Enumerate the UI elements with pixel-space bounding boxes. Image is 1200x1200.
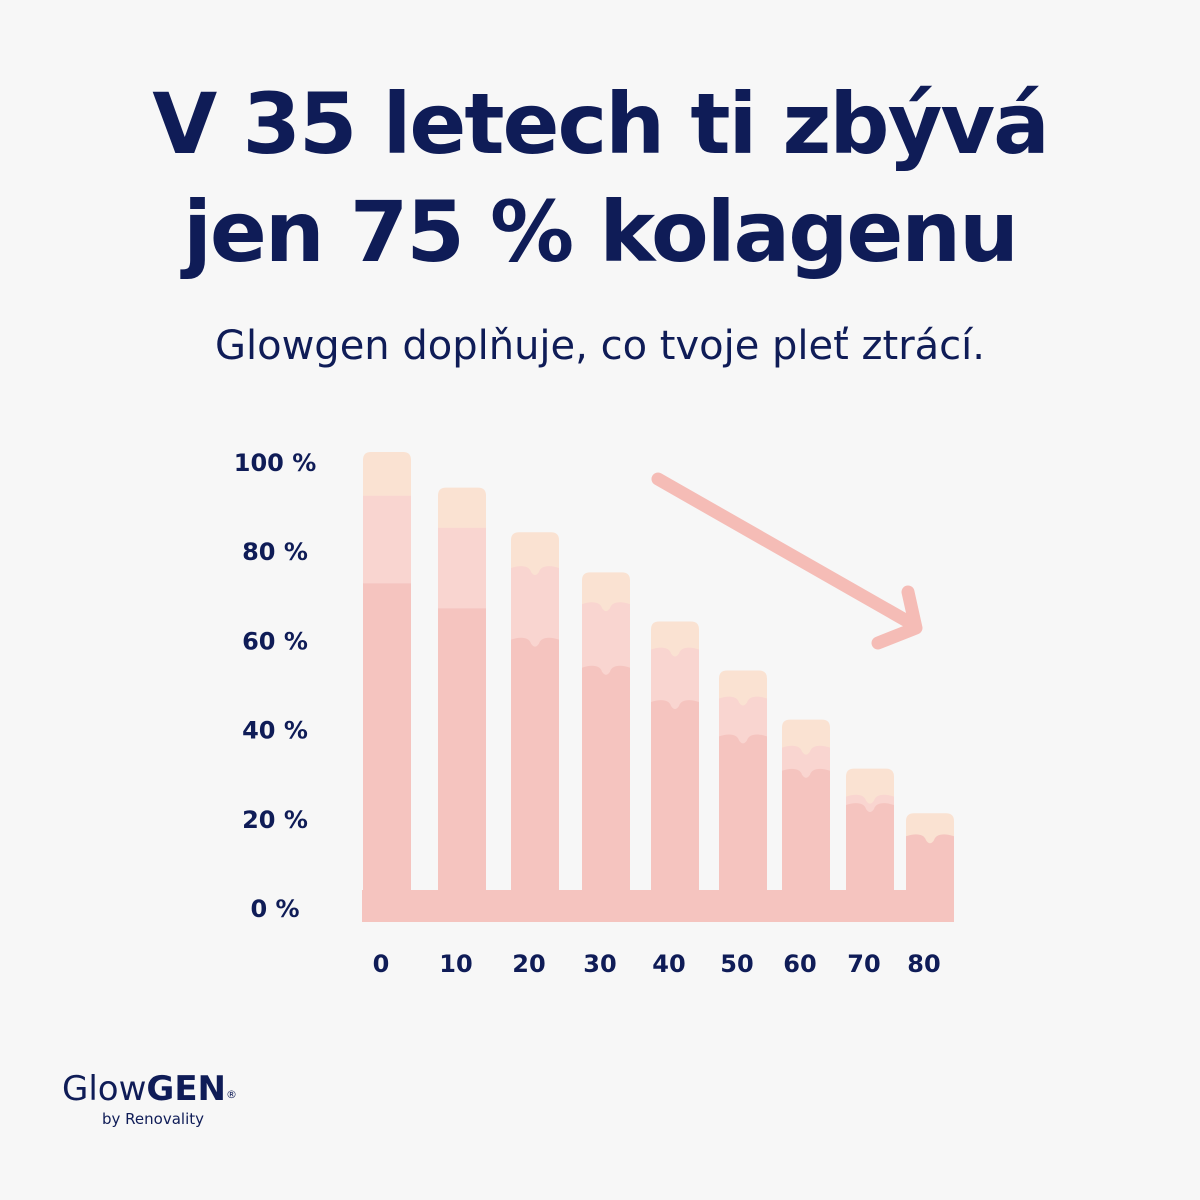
x-tick-label: 30 [583,950,616,978]
brand-name-bold: GEN [146,1069,226,1109]
bar [719,670,767,922]
brand-name-light: Glow [62,1069,147,1109]
x-tick-label: 60 [783,950,816,978]
x-tick-label: 40 [652,950,685,978]
bar [363,452,411,922]
y-tick-label: 40 % [242,717,308,745]
brand-byline: by Renovality [102,1110,204,1128]
brand-name: GlowGEN® [62,1068,237,1110]
bar [906,813,954,922]
x-tick-label: 0 [373,950,390,978]
bar-segment-bottom [906,834,954,922]
headline-line-1: V 35 letech ti zbývá [152,75,1050,173]
x-tick-label: 80 [907,950,940,978]
bar-segment-bottom [846,803,894,922]
brand-logo: GlowGEN® by Renovality [62,1068,237,1128]
bar [846,768,894,922]
x-tick-label: 10 [439,950,472,978]
y-tick-label: 20 % [242,806,308,834]
x-tick-label: 20 [512,950,545,978]
bar-segment-bottom [438,608,486,922]
bar-segment-bottom [363,583,411,922]
trend-arrow-icon [651,472,923,650]
y-axis: 0 % 20 % 40 % 60 % 80 % 100 % [234,449,317,923]
bar-segment-bottom [719,734,767,922]
x-tick-label: 50 [720,950,753,978]
bar-segment-bottom [582,665,630,922]
bar [582,572,630,922]
bar [511,532,559,922]
bar [782,719,830,922]
arrow-head [871,585,923,650]
bar-segment-bottom [511,637,559,922]
subtitle: Glowgen doplňuje, co tvoje pleť ztrácí. [215,323,985,369]
arrow-shaft [651,472,921,632]
y-tick-label: 60 % [242,627,308,655]
bar [651,621,699,922]
bar-segment-bottom [782,768,830,922]
x-tick-label: 70 [847,950,880,978]
x-axis: 0 10 20 30 40 50 60 70 80 [373,950,941,978]
y-tick-label: 0 % [250,895,299,923]
y-tick-label: 80 % [242,538,308,566]
bar-segment-bottom [651,700,699,922]
registered-mark: ® [226,1088,237,1101]
headline-line-2: jen 75 % kolagenu [183,183,1019,281]
y-tick-label: 100 % [234,449,317,477]
bar [438,487,486,922]
bars [362,452,954,922]
headline: V 35 letech ti zbývá jen 75 % kolagenu [0,70,1200,286]
